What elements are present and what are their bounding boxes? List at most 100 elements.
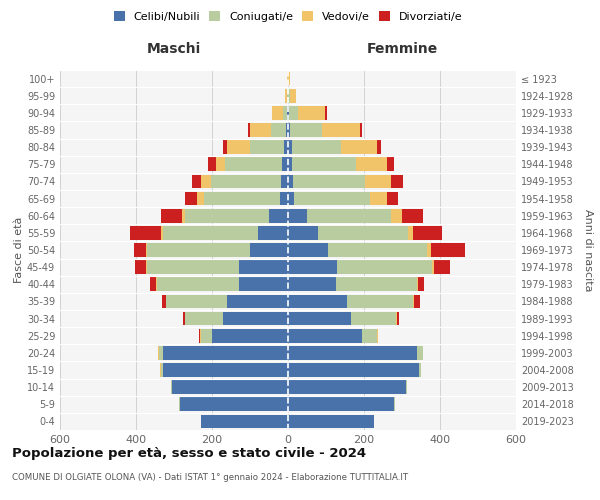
Bar [166,294,227,308]
Bar [148,260,239,274]
Bar [427,243,431,257]
Bar [180,398,288,411]
Bar [146,243,148,257]
Bar [200,329,212,342]
Text: Maschi: Maschi [147,42,201,56]
Bar [391,209,402,222]
Bar [288,140,292,154]
Bar [192,174,202,188]
Bar [288,106,289,120]
Bar [335,278,417,291]
Bar [269,209,288,222]
Y-axis label: Fasce di età: Fasce di età [14,217,24,283]
Bar [360,123,362,137]
Bar [298,106,325,120]
Bar [307,209,391,222]
Bar [288,123,290,137]
Bar [414,294,420,308]
Bar [288,226,319,239]
Bar [341,140,377,154]
Bar [135,260,146,274]
Bar [294,192,370,205]
Bar [325,106,327,120]
Bar [211,174,281,188]
Bar [223,312,288,326]
Bar [280,192,288,205]
Bar [288,363,419,377]
Bar [272,106,283,120]
Bar [185,209,269,222]
Bar [288,72,290,86]
Bar [289,89,290,102]
Bar [413,226,442,239]
Bar [223,140,227,154]
Bar [227,294,288,308]
Bar [146,260,148,274]
Bar [290,89,296,102]
Bar [216,158,226,171]
Bar [288,380,406,394]
Text: Femmine: Femmine [367,42,437,56]
Bar [200,414,288,428]
Bar [130,226,161,239]
Bar [161,363,163,377]
Bar [288,346,417,360]
Bar [283,158,288,171]
Bar [250,243,288,257]
Bar [406,380,407,394]
Bar [288,398,394,411]
Bar [287,72,288,86]
Bar [161,226,163,239]
Bar [151,278,156,291]
Bar [419,363,421,377]
Bar [281,174,288,188]
Bar [288,329,362,342]
Bar [183,312,185,326]
Bar [365,174,391,188]
Bar [370,192,387,205]
Bar [284,140,288,154]
Bar [322,123,360,137]
Bar [397,312,398,326]
Bar [199,329,200,342]
Bar [205,192,280,205]
Bar [319,226,408,239]
Bar [293,174,365,188]
Bar [288,312,350,326]
Bar [408,226,413,239]
Bar [163,226,257,239]
Bar [157,278,239,291]
Bar [250,123,271,137]
Bar [285,89,287,102]
Bar [248,123,250,137]
Bar [239,278,288,291]
Bar [288,209,307,222]
Bar [227,140,250,154]
Bar [287,106,288,120]
Bar [350,312,397,326]
Bar [159,346,163,360]
Bar [250,140,284,154]
Bar [290,123,322,137]
Bar [402,209,423,222]
Bar [208,158,216,171]
Y-axis label: Anni di nascita: Anni di nascita [583,209,593,291]
Bar [283,106,287,120]
Bar [387,158,394,171]
Bar [197,192,205,205]
Bar [185,192,197,205]
Bar [433,260,434,274]
Bar [377,329,379,342]
Bar [288,294,347,308]
Bar [156,278,157,291]
Bar [328,243,427,257]
Bar [288,414,373,428]
Bar [134,243,146,257]
Bar [271,123,286,137]
Bar [418,278,424,291]
Bar [172,380,288,394]
Bar [292,140,341,154]
Bar [288,260,337,274]
Bar [337,260,433,274]
Bar [286,123,288,137]
